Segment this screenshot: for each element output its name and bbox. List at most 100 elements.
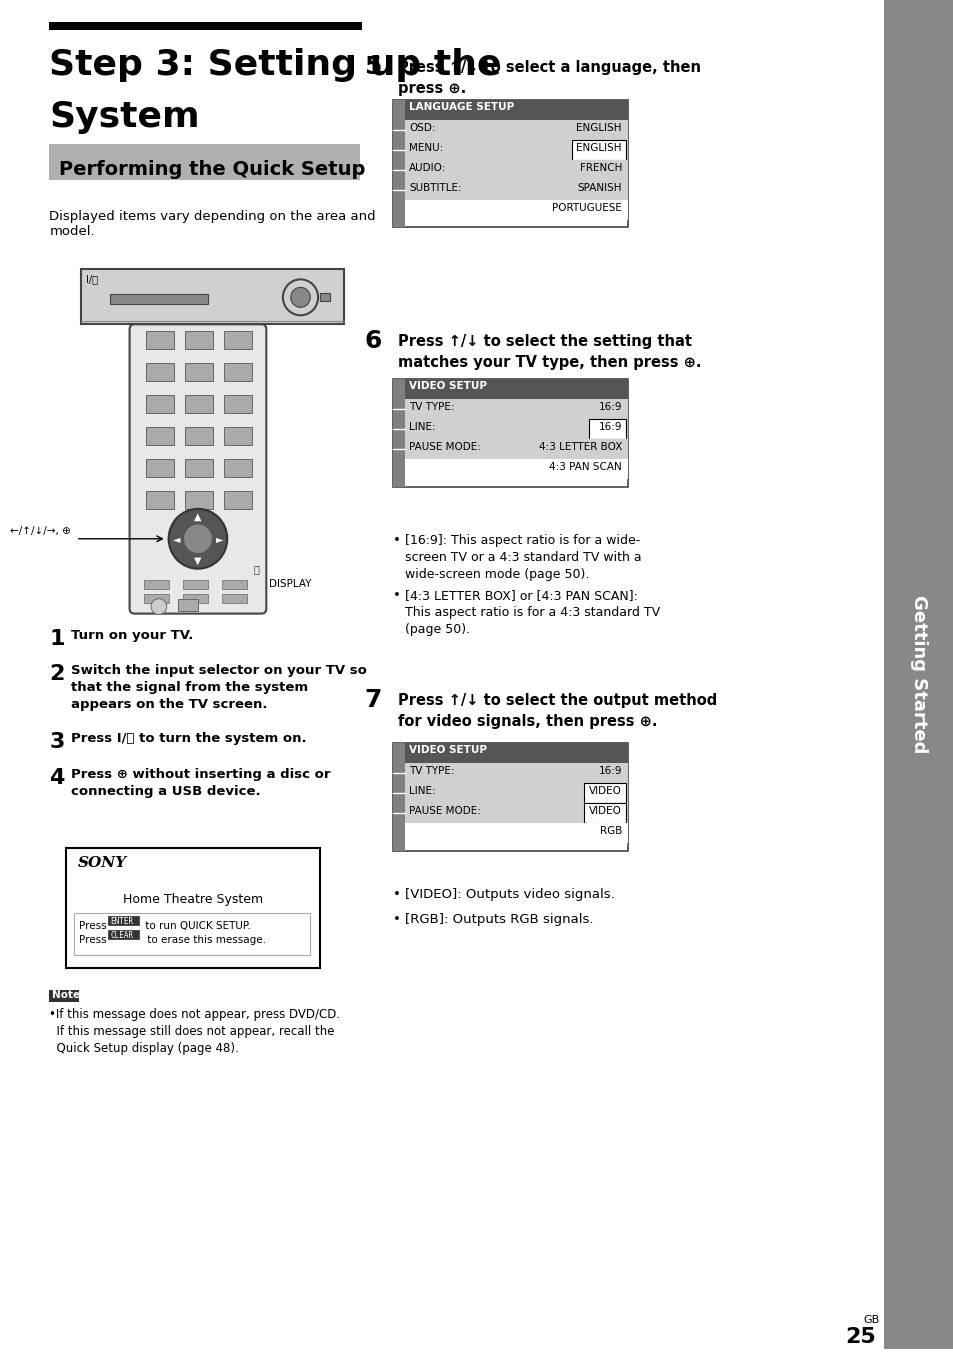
Text: 4:3 PAN SCAN: 4:3 PAN SCAN (549, 462, 621, 472)
Circle shape (151, 599, 167, 615)
Bar (405, 200, 627, 219)
Text: Press I/⏻ to turn the system on.: Press I/⏻ to turn the system on. (71, 733, 306, 745)
Bar (405, 744, 627, 764)
Text: OSD:: OSD: (409, 123, 435, 132)
Bar (393, 100, 405, 227)
Bar (108, 915, 139, 925)
Bar (224, 331, 252, 349)
Text: SONY: SONY (78, 856, 127, 871)
Text: LINE:: LINE: (409, 422, 436, 433)
Text: 16:9: 16:9 (598, 767, 621, 776)
Bar (185, 395, 213, 414)
Bar (146, 427, 173, 445)
Text: Getting Started: Getting Started (909, 595, 927, 753)
Text: PAUSE MODE:: PAUSE MODE: (409, 442, 480, 452)
Text: 16:9: 16:9 (598, 402, 621, 412)
Bar (589, 419, 625, 439)
Text: ENGLISH: ENGLISH (576, 123, 621, 132)
Text: GB: GB (862, 1315, 879, 1325)
Bar (393, 419, 405, 439)
Bar (393, 744, 405, 850)
Text: Step 3: Setting up the: Step 3: Setting up the (50, 47, 501, 82)
Bar (185, 331, 213, 349)
Text: ►: ► (215, 534, 223, 544)
Bar (222, 580, 247, 588)
Text: •If this message does not appear, press DVD/CD.
  If this message still does not: •If this message does not appear, press … (50, 1007, 340, 1055)
Bar (405, 783, 627, 803)
Text: •: • (393, 588, 405, 602)
Bar (393, 180, 405, 200)
Bar (108, 930, 139, 938)
Bar (405, 439, 627, 458)
Circle shape (169, 508, 227, 569)
Bar (405, 803, 627, 823)
Text: TV TYPE:: TV TYPE: (409, 402, 454, 412)
Text: VIDEO: VIDEO (588, 806, 621, 817)
Text: DISPLAY: DISPLAY (269, 579, 312, 588)
Bar (393, 379, 405, 487)
Text: ◄: ◄ (172, 534, 180, 544)
Bar (146, 491, 173, 508)
Text: AUDIO:: AUDIO: (409, 162, 446, 173)
Bar (319, 293, 330, 301)
Text: ▼: ▼ (194, 556, 201, 565)
Bar (393, 783, 405, 803)
Text: MENU:: MENU: (409, 143, 443, 153)
Bar (66, 848, 319, 968)
Text: ⎕: ⎕ (253, 564, 259, 573)
Text: Switch the input selector on your TV so
that the signal from the system
appears : Switch the input selector on your TV so … (71, 664, 367, 711)
Bar (146, 331, 173, 349)
Bar (110, 295, 208, 304)
Bar (146, 458, 173, 477)
Bar (185, 427, 213, 445)
Text: ▲: ▲ (194, 512, 201, 522)
Bar (405, 180, 627, 200)
Text: SPANISH: SPANISH (577, 183, 621, 192)
Text: RGB: RGB (598, 826, 621, 836)
Bar (405, 823, 627, 844)
Bar (405, 139, 627, 160)
Text: Home Theatre System: Home Theatre System (123, 892, 263, 906)
Text: [RGB]: Outputs RGB signals.: [RGB]: Outputs RGB signals. (405, 913, 593, 926)
Bar (224, 364, 252, 381)
Text: •: • (393, 913, 405, 926)
Text: Press: Press (79, 934, 110, 945)
Text: ENGLISH: ENGLISH (576, 143, 621, 153)
Bar (81, 269, 344, 324)
Text: PORTUGUESE: PORTUGUESE (552, 203, 621, 212)
Text: 6: 6 (364, 330, 381, 353)
Bar (185, 364, 213, 381)
Bar (405, 399, 627, 419)
Text: [16:9]: This aspect ratio is for a wide-
screen TV or a 4:3 standard TV with a
w: [16:9]: This aspect ratio is for a wide-… (405, 534, 641, 581)
Bar (572, 139, 625, 160)
Text: Turn on your TV.: Turn on your TV. (71, 629, 193, 642)
Bar (224, 427, 252, 445)
Bar (393, 399, 405, 419)
Text: Note: Note (52, 990, 80, 999)
Circle shape (183, 523, 213, 554)
Text: 25: 25 (844, 1328, 875, 1347)
Text: VIDEO SETUP: VIDEO SETUP (409, 381, 486, 391)
Text: •: • (393, 888, 405, 900)
Bar (583, 783, 625, 803)
Bar (882, 0, 953, 1349)
Bar (73, 913, 310, 955)
Bar (224, 458, 252, 477)
Text: FRENCH: FRENCH (578, 162, 621, 173)
Bar (224, 395, 252, 414)
Bar (222, 594, 247, 603)
Text: 4: 4 (50, 768, 65, 788)
Text: TV TYPE:: TV TYPE: (409, 767, 454, 776)
Text: VIDEO SETUP: VIDEO SETUP (409, 745, 486, 756)
Text: •: • (393, 534, 405, 546)
Bar (185, 491, 213, 508)
Text: [VIDEO]: Outputs video signals.: [VIDEO]: Outputs video signals. (405, 888, 614, 900)
Bar (178, 599, 197, 611)
Text: LANGUAGE SETUP: LANGUAGE SETUP (409, 101, 514, 112)
Text: 3: 3 (50, 733, 65, 752)
Bar (50, 990, 79, 1002)
Text: CLEAR: CLEAR (110, 932, 133, 940)
Bar (146, 364, 173, 381)
Bar (393, 139, 405, 160)
Bar (405, 458, 627, 479)
